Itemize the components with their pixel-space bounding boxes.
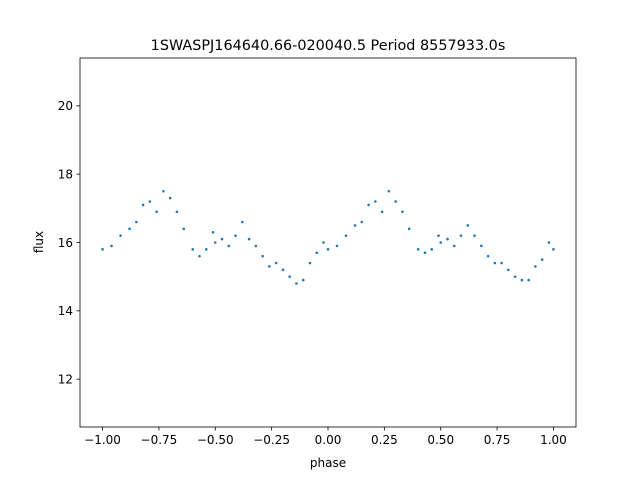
- data-point: [452, 244, 456, 248]
- x-tick-label: 0.00: [315, 433, 342, 447]
- data-point: [547, 241, 551, 244]
- data-point: [353, 224, 357, 227]
- y-axis-label: flux: [32, 231, 46, 253]
- data-point: [211, 230, 215, 234]
- data-point: [513, 275, 517, 278]
- scatter-points: [101, 189, 555, 285]
- x-axis-label: phase: [310, 456, 346, 470]
- data-point: [374, 200, 377, 203]
- data-point: [527, 278, 530, 282]
- x-tick-label: −0.50: [197, 433, 234, 447]
- data-point: [281, 268, 285, 272]
- data-point: [101, 248, 104, 251]
- data-point: [493, 261, 497, 265]
- data-point: [520, 278, 524, 282]
- x-tick-label: 0.25: [371, 433, 398, 447]
- data-point: [288, 275, 291, 278]
- data-point: [394, 200, 397, 203]
- data-point: [119, 234, 122, 237]
- data-point: [439, 241, 443, 244]
- data-point: [430, 248, 434, 251]
- data-point: [204, 248, 208, 251]
- data-point: [459, 234, 463, 237]
- data-point: [241, 220, 244, 224]
- y-tick-label: 18: [58, 167, 73, 181]
- data-point: [326, 248, 330, 251]
- data-point: [274, 261, 278, 265]
- data-point: [198, 254, 201, 258]
- chart-title: 1SWASPJ164640.66-020040.5 Period 8557933…: [151, 38, 506, 54]
- y-tick-label: 20: [58, 99, 73, 113]
- x-tick-label: 0.75: [484, 433, 511, 447]
- data-point: [175, 210, 179, 214]
- data-point: [213, 241, 217, 244]
- y-tick-label: 14: [58, 304, 73, 318]
- data-point: [486, 254, 490, 258]
- x-tick-label: 1.00: [540, 433, 567, 447]
- data-point: [507, 268, 510, 272]
- data-point: [234, 234, 237, 237]
- x-tick-label: −1.00: [84, 433, 121, 447]
- y-tick-label: 12: [58, 372, 73, 386]
- data-point: [295, 282, 298, 285]
- data-point: [168, 196, 172, 200]
- data-point: [552, 248, 555, 251]
- data-point: [335, 244, 339, 248]
- data-point: [466, 224, 470, 227]
- data-point: [540, 258, 544, 261]
- data-point: [268, 265, 271, 268]
- x-axis-ticks: −1.00 −0.75 −0.50 −0.25 0.00 0.25 0.50 0.75 1.00: [84, 427, 567, 447]
- data-point: [423, 251, 427, 255]
- data-point: [480, 244, 483, 248]
- data-point: [380, 210, 384, 214]
- data-point: [128, 227, 131, 231]
- data-point: [387, 189, 391, 193]
- data-point: [446, 237, 449, 241]
- y-axis-ticks: 12 14 16 18 20: [58, 99, 80, 386]
- data-point: [322, 241, 325, 244]
- data-point: [261, 254, 264, 258]
- data-point: [315, 251, 319, 255]
- data-point: [135, 220, 138, 224]
- data-point: [155, 210, 158, 214]
- data-point: [247, 237, 251, 241]
- data-point: [191, 248, 195, 251]
- data-point: [344, 234, 348, 237]
- data-point: [367, 203, 370, 207]
- data-point: [162, 189, 165, 193]
- data-point: [301, 278, 305, 282]
- data-point: [308, 261, 312, 265]
- data-point: [110, 244, 113, 248]
- data-point: [473, 234, 476, 237]
- data-point: [220, 237, 224, 241]
- data-point: [437, 234, 440, 237]
- data-point: [148, 200, 152, 203]
- x-tick-label: 0.50: [427, 433, 454, 447]
- data-point: [360, 220, 364, 224]
- x-tick-label: −0.75: [141, 433, 178, 447]
- data-point: [401, 210, 404, 214]
- data-point: [254, 244, 258, 248]
- data-point: [141, 203, 145, 207]
- y-tick-label: 16: [58, 236, 73, 250]
- data-point: [407, 227, 411, 231]
- data-point: [500, 261, 503, 265]
- data-point: [416, 248, 420, 251]
- data-point: [227, 244, 231, 248]
- data-point: [534, 265, 537, 268]
- x-tick-label: −0.25: [253, 433, 290, 447]
- data-point: [182, 227, 186, 231]
